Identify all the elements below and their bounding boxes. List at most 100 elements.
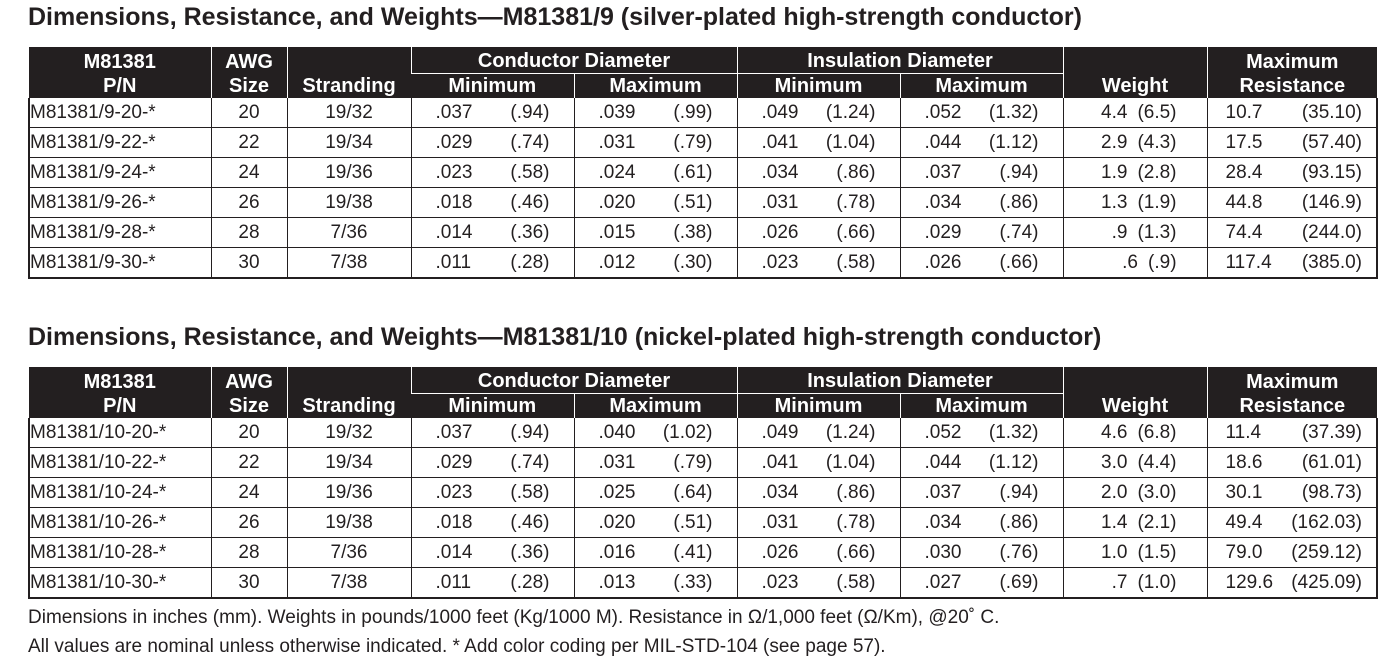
weight-cell-values: .7 (1.0)	[1064, 568, 1207, 597]
insulation-max-cell: .026 (.66)	[899, 247, 1064, 279]
metric-value: (.99)	[673, 102, 713, 123]
part-number-cell: M81381/9-28-*	[28, 217, 211, 248]
metric-value: (.58)	[836, 252, 876, 273]
conductor-min-cell-values: .029 (.74)	[412, 128, 574, 157]
insulation-min-cell: .023 (.58)	[736, 247, 900, 279]
imperial-value: .037	[924, 162, 962, 183]
metric-value: (1.24)	[825, 102, 876, 123]
imperial-value: .034	[924, 192, 962, 213]
weight-cell: 4.4 (6.5)	[1062, 98, 1208, 128]
metric-value: (.94)	[999, 162, 1039, 183]
awg-size-cell: 24	[210, 157, 287, 188]
insulation-max-cell-values: .037 (.94)	[901, 478, 1063, 507]
weight-cell: .9 (1.3)	[1062, 217, 1208, 248]
weight-cell-values: 4.4 (6.5)	[1064, 98, 1207, 127]
table-title-m81381-10: Dimensions, Resistance, and Weights—M813…	[28, 323, 1102, 351]
conductor-min-cell-values: .029 (.74)	[412, 448, 574, 477]
metric-value: (.78)	[836, 512, 876, 533]
imperial-value: .018	[435, 512, 473, 533]
imperial-value: .026	[924, 252, 962, 273]
imperial-value: .031	[761, 192, 799, 213]
resistance-cell: 117.4 (385.0)	[1206, 247, 1379, 279]
insulation-min-cell: .034 (.86)	[736, 157, 900, 188]
insulation-min-cell-values: .031 (.78)	[738, 508, 900, 537]
imperial-value: .027	[924, 572, 962, 593]
insulation-min-cell: .041 (1.04)	[736, 447, 900, 478]
insulation-min-cell-values: .026 (.66)	[738, 218, 900, 247]
insulation-min-cell-values: .041 (1.04)	[738, 448, 900, 477]
imperial-value: .041	[761, 132, 799, 153]
stranding-cell: 19/32	[286, 98, 411, 128]
header-awg-size: AWG Size	[210, 367, 287, 418]
conductor-max-cell: .031 (.79)	[573, 127, 737, 158]
insulation-max-cell-values: .026 (.66)	[901, 248, 1063, 277]
imperial-value: 18.6	[1225, 452, 1263, 473]
weight-cell: .7 (1.0)	[1062, 567, 1208, 599]
metric-value: (.30)	[673, 252, 713, 273]
weight-cell: 2.9 (4.3)	[1062, 127, 1208, 158]
conductor-max-cell-values: .025 (.64)	[575, 478, 737, 507]
conductor-max-cell: .020 (.51)	[573, 187, 737, 218]
metric-value: (.58)	[510, 162, 550, 183]
weight-cell: .6 (.9)	[1062, 247, 1208, 279]
spec-table-m81381-10: M81381 P/N AWG Size Stranding Conductor Di…	[28, 367, 1379, 599]
insulation-min-cell: .031 (.78)	[736, 187, 900, 218]
metric-value: (.28)	[510, 252, 550, 273]
awg-size-cell: 20	[210, 98, 287, 128]
metric-value: (.36)	[510, 542, 550, 563]
imperial-value: .037	[435, 422, 473, 443]
metric-value: (1.04)	[825, 132, 876, 153]
conductor-max-cell: .040 (1.02)	[573, 418, 737, 448]
conductor-min-cell: .018 (.46)	[410, 507, 574, 538]
conductor-max-cell: .016 (.41)	[573, 537, 737, 568]
imperial-value: .025	[598, 482, 636, 503]
metric-value: (1.5)	[1137, 542, 1177, 563]
insulation-max-cell-values: .034 (.86)	[901, 508, 1063, 537]
header-insulation-diameter: Insulation Diameter	[736, 367, 1064, 394]
resistance-cell: 129.6 (425.09)	[1206, 567, 1379, 599]
awg-size-cell: 30	[210, 247, 287, 279]
part-number-cell: M81381/10-24-*	[28, 477, 211, 508]
conductor-max-cell-values: .031 (.79)	[575, 128, 737, 157]
imperial-value: .015	[598, 222, 636, 243]
insulation-max-cell-values: .052 (1.32)	[901, 98, 1063, 127]
weight-cell-values: 2.0 (3.0)	[1064, 478, 1207, 507]
imperial-value: .031	[761, 512, 799, 533]
awg-size-cell: 28	[210, 217, 287, 248]
awg-size-cell: 20	[210, 418, 287, 448]
stranding-cell: 7/38	[286, 247, 411, 279]
table-row: M81381/9-30-* 30 7/38 .011 (.28) .012 (.30) .02…	[28, 247, 1379, 279]
header-insulation-minimum: Minimum	[736, 73, 900, 98]
imperial-value: .029	[435, 132, 473, 153]
imperial-value: 79.0	[1225, 542, 1263, 563]
metric-value: (.28)	[510, 572, 550, 593]
conductor-min-cell: .029 (.74)	[410, 127, 574, 158]
metric-value: (.46)	[510, 512, 550, 533]
metric-value: (.36)	[510, 222, 550, 243]
metric-value: (.94)	[999, 482, 1039, 503]
header-maximum-resistance: Maximum Resistance	[1206, 47, 1378, 98]
metric-value: (2.8)	[1137, 162, 1177, 183]
conductor-max-cell: .031 (.79)	[573, 447, 737, 478]
imperial-value: .6	[1122, 252, 1139, 273]
insulation-min-cell: .049 (1.24)	[736, 418, 900, 448]
imperial-value: .031	[598, 452, 636, 473]
awg-size-cell: 28	[210, 537, 287, 568]
imperial-value: .014	[435, 222, 473, 243]
conductor-min-cell-values: .014 (.36)	[412, 538, 574, 567]
table-row: M81381/9-28-* 28 7/36 .014 (.36) .015 (.38) .02…	[28, 217, 1379, 248]
insulation-min-cell: .023 (.58)	[736, 567, 900, 599]
imperial-value: .016	[598, 542, 636, 563]
conductor-max-cell-values: .016 (.41)	[575, 538, 737, 567]
insulation-max-cell: .030 (.76)	[899, 537, 1064, 568]
imperial-value: .037	[924, 482, 962, 503]
table-row: M81381/9-22-* 22 19/34.029 (.74) .031 (.79) .0…	[28, 127, 1379, 158]
insulation-max-cell-values: .044 (1.12)	[901, 128, 1063, 157]
metric-value: (259.12)	[1291, 542, 1363, 563]
conductor-max-cell-values: .031 (.79)	[575, 448, 737, 477]
metric-value: (.74)	[999, 222, 1039, 243]
header-part-number: M81381 P/N	[29, 367, 211, 418]
insulation-max-cell-values: .029 (.74)	[901, 218, 1063, 247]
metric-value: (.86)	[836, 162, 876, 183]
header-conductor-diameter: Conductor Diameter	[410, 47, 737, 74]
